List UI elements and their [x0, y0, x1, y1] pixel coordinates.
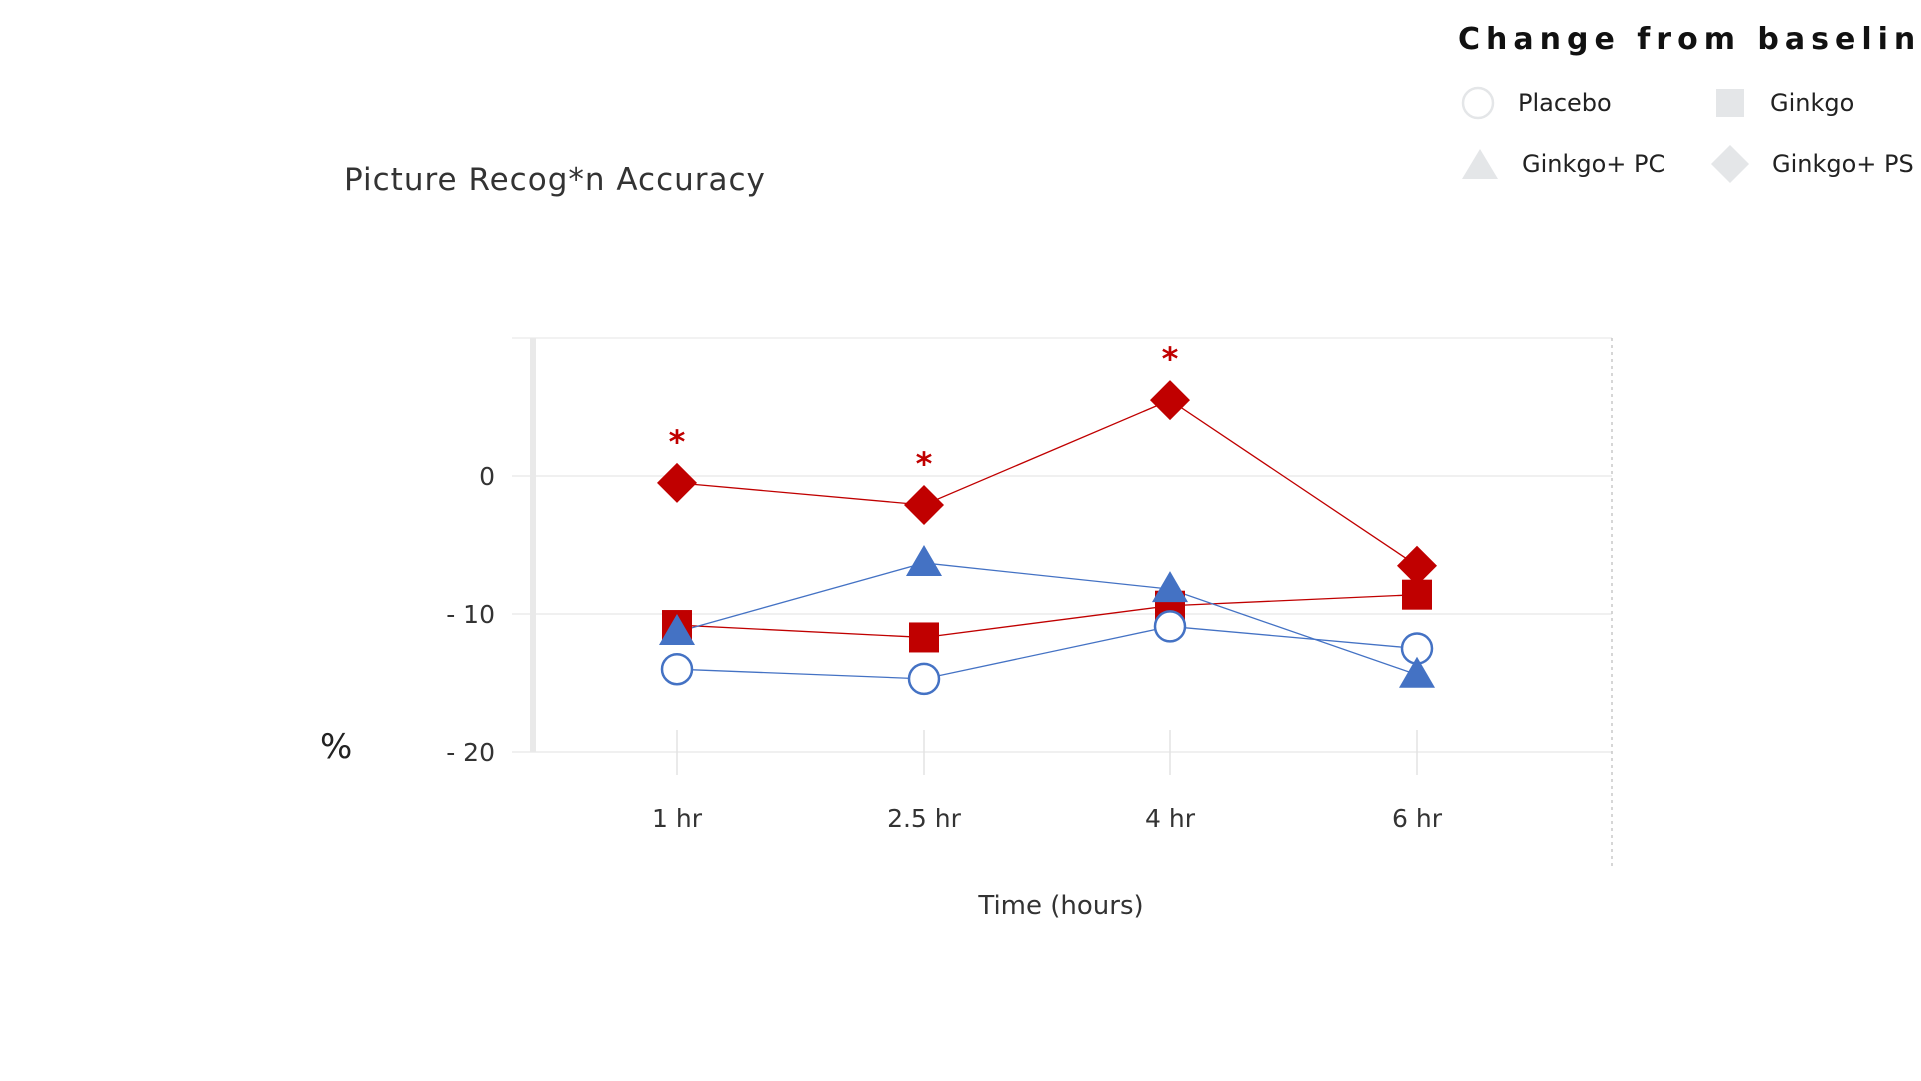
data-point-ginkgo-ps	[657, 462, 697, 503]
x-tick-label: 1 hr	[652, 804, 703, 833]
y-tick-label: - 20	[446, 738, 495, 767]
square-icon	[1716, 89, 1744, 117]
series-line-placebo	[676, 625, 1418, 680]
data-point-ginkgo-pc	[906, 544, 942, 576]
x-axis-title: Time (hours)	[977, 891, 1143, 921]
circle-icon	[1461, 86, 1495, 120]
significance-star: *	[916, 445, 933, 483]
y-axis-unit-label: %	[320, 727, 353, 767]
significance-star: *	[1162, 340, 1179, 378]
triangle-icon	[1462, 149, 1498, 179]
legend-item-placebo: Placebo	[1460, 81, 1612, 125]
legend-label-ginkgo-ps: Ginkgo+ PS	[1772, 150, 1914, 178]
series-layer: * * *	[657, 340, 1437, 696]
legend-item-ginkgo-pc: Ginkgo+ PC	[1460, 142, 1665, 186]
data-point-ginkgo-pc	[659, 613, 695, 645]
data-point-ginkgo-pc	[1399, 656, 1435, 688]
series-line-ginkgo	[676, 594, 1418, 639]
data-point-placebo	[660, 652, 694, 686]
legend-item-ginkgo-ps: Ginkgo+ PS	[1710, 142, 1914, 186]
axis-layer: 0 - 10 - 20 1 hr 2.5 hr 4 hr 6 hr	[446, 338, 1613, 870]
y-tick-label: - 10	[446, 600, 495, 629]
data-point-placebo	[1153, 610, 1187, 643]
legend-title: Change from baseline	[1458, 22, 1921, 57]
series-line-ginkgo-pc	[676, 562, 1418, 676]
data-point-ginkgo-ps	[1150, 380, 1190, 421]
x-tick-label: 2.5 hr	[887, 804, 962, 833]
legend-item-ginkgo: Ginkgo	[1712, 81, 1854, 125]
data-point-ginkgo-ps	[1397, 545, 1437, 586]
grid-layer	[512, 337, 1612, 753]
data-point-ginkgo-ps	[904, 484, 944, 525]
significance-star: *	[669, 423, 686, 461]
y-tick-label: 0	[479, 462, 495, 491]
data-point-ginkgo-pc	[1152, 571, 1188, 603]
data-point-ginkgo	[909, 622, 939, 653]
diamond-icon	[1711, 145, 1749, 183]
y-axis-line	[530, 338, 536, 752]
chart-title: Picture Recog*n Accuracy	[344, 162, 766, 198]
legend-label-ginkgo: Ginkgo	[1770, 89, 1855, 117]
data-point-placebo	[907, 662, 941, 696]
x-tick-label: 6 hr	[1392, 804, 1443, 833]
legend-label-placebo: Placebo	[1518, 89, 1612, 117]
legend-label-ginkgo-pc: Ginkgo+ PC	[1522, 150, 1666, 178]
x-tick-label: 4 hr	[1145, 804, 1196, 833]
series-line-ginkgo-ps	[676, 399, 1418, 567]
